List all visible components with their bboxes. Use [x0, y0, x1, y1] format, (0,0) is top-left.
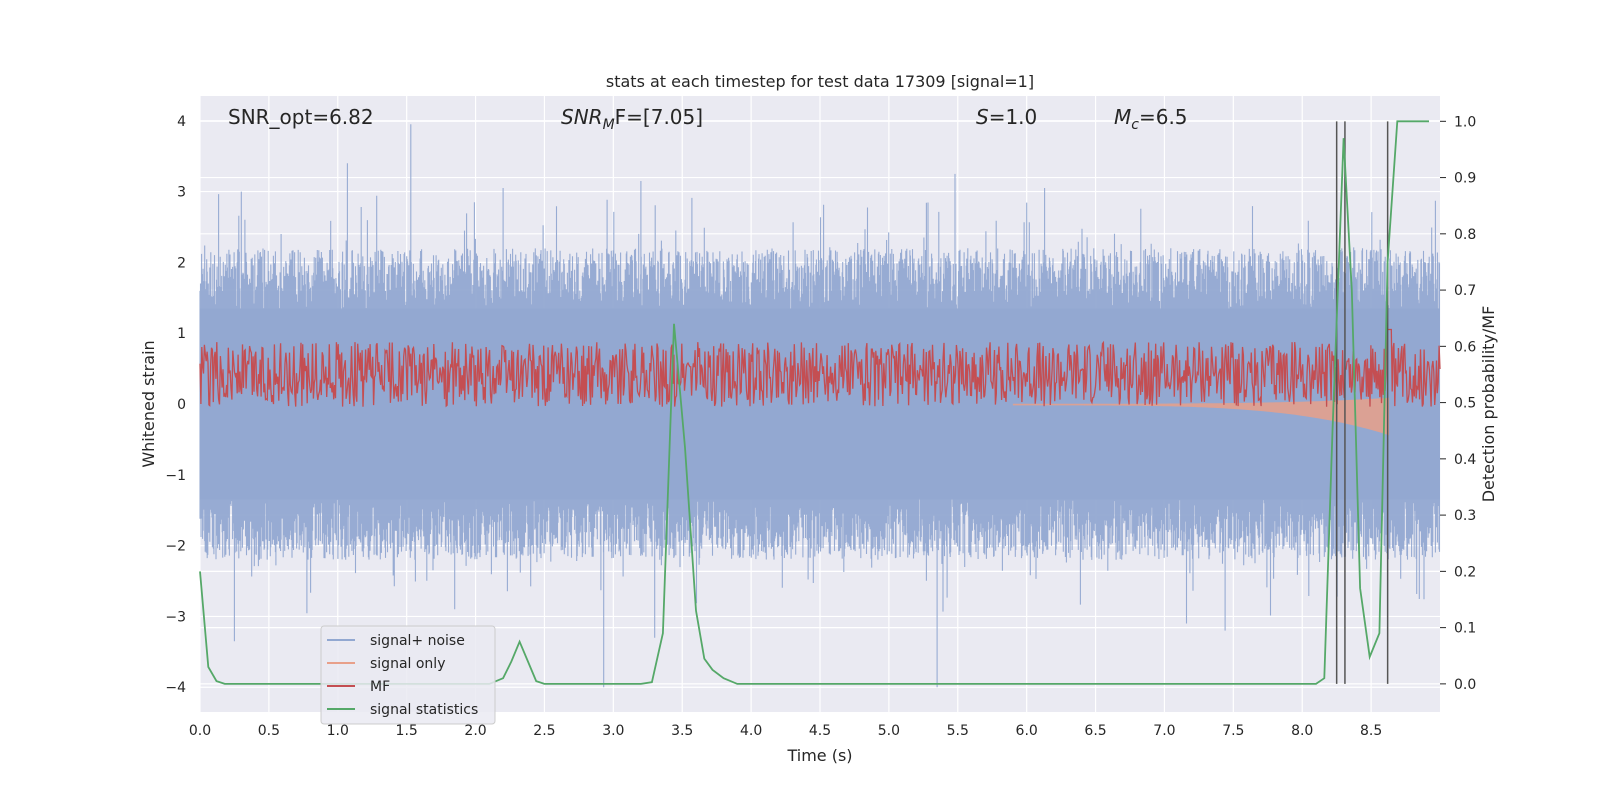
- x-axis-ticks: 0.0 0.5 1.0 1.5 2.0 2.5 3.0 3.5 4.0 4.5 5.0 5.5 6.0 6…: [189, 723, 1382, 739]
- x-axis-label: Time (s): [786, 746, 852, 765]
- y-tick-label: −3: [165, 609, 186, 625]
- y2-tick-label: 0.6: [1454, 339, 1476, 355]
- x-tick-label: 2.5: [533, 723, 555, 739]
- annotation-s-value: =1.0: [989, 105, 1038, 129]
- y2-tick-label: 0.8: [1454, 227, 1476, 243]
- x-tick-label: 1.5: [396, 723, 418, 739]
- y2-tick-label: 1.0: [1454, 114, 1476, 130]
- annotation-mc-sub: c: [1131, 117, 1139, 133]
- vertical-markers: [1335, 121, 1389, 684]
- y2-tick-label: 0.5: [1454, 396, 1476, 412]
- x-tick-label: 6.0: [1016, 723, 1038, 739]
- y2-tick-label: 0.3: [1454, 508, 1476, 524]
- y-tick-label: 2: [177, 255, 186, 271]
- y-tick-label: 1: [177, 326, 186, 342]
- annotation-snr-opt: SNR_opt=6.82: [228, 105, 374, 129]
- legend-label-signal-statistics: signal statistics: [370, 702, 478, 718]
- chart-title: stats at each timestep for test data 173…: [606, 72, 1034, 91]
- y-tick-label: −4: [165, 680, 186, 696]
- annotation-snr-mf: SNRMF=[7.05]: [561, 105, 703, 133]
- x-tick-label: 8.0: [1291, 723, 1313, 739]
- x-tick-label: 8.5: [1360, 723, 1382, 739]
- y2-tick-label: 0.2: [1454, 564, 1476, 580]
- x-tick-label: 4.5: [809, 723, 831, 739]
- legend-box: [320, 625, 496, 725]
- x-tick-label: 4.0: [740, 723, 762, 739]
- y2-tick-label: 0.1: [1454, 621, 1476, 637]
- x-tick-label: 3.5: [671, 723, 693, 739]
- x-tick-label: 7.5: [1222, 723, 1244, 739]
- signal-noise-line: [199, 124, 1441, 688]
- x-tick-label: 5.0: [878, 723, 900, 739]
- x-tick-label: 6.5: [1084, 723, 1106, 739]
- y-tick-label: −1: [165, 468, 186, 484]
- annotation-mc-prefix: M: [1114, 105, 1131, 129]
- legend-label-mf: MF: [370, 679, 390, 695]
- annotation-s-prefix: S: [976, 105, 989, 129]
- mf-series: [199, 328, 1441, 408]
- annotation-mc-value: =6.5: [1139, 105, 1188, 129]
- annotation-snr-mf-suffix: F=[7.05]: [615, 105, 703, 129]
- x-tick-label: 5.5: [947, 723, 969, 739]
- y-axis-ticks: 4 3 2 1 0 −1 −2 −3 −4: [165, 114, 186, 696]
- y-tick-label: 0: [177, 397, 186, 413]
- x-tick-label: 7.0: [1153, 723, 1175, 739]
- y2-tick-label: 0.9: [1454, 171, 1476, 187]
- y2-axis-ticks: 1.0 0.9 0.8 0.7 0.6 0.5 0.4 0.3 0.2 0.1 0.0: [1440, 114, 1476, 693]
- y2-tick-label: 0.0: [1454, 677, 1476, 693]
- y-tick-label: −2: [165, 539, 186, 555]
- annotation-snr-mf-prefix: SNR: [561, 105, 603, 129]
- signal-only-chirp: [1012, 397, 1389, 436]
- y2-tick-label: 0.7: [1454, 283, 1476, 299]
- y-axis-label: Whitened strain: [139, 340, 158, 467]
- legend: signal+ noise signal only MF signal stat…: [320, 625, 496, 725]
- annotation-mc: Mc=6.5: [1114, 105, 1188, 133]
- legend-label-signal-noise: signal+ noise: [370, 633, 465, 649]
- x-tick-label: 0.5: [258, 723, 280, 739]
- annotation-snr-mf-sub: M: [603, 117, 615, 133]
- y-tick-label: 3: [177, 185, 186, 201]
- x-tick-label: 3.0: [602, 723, 624, 739]
- x-tick-label: 1.0: [327, 723, 349, 739]
- legend-label-signal-only: signal only: [370, 656, 445, 672]
- y2-axis-label: Detection probability/MF: [1479, 306, 1498, 503]
- y2-tick-label: 0.4: [1454, 452, 1476, 468]
- signal-only-series: [1012, 397, 1389, 436]
- x-tick-label: 0.0: [189, 723, 211, 739]
- x-tick-label: 2.0: [464, 723, 486, 739]
- mf-line: [199, 328, 1441, 408]
- y-tick-label: 4: [177, 114, 186, 130]
- annotation-s: S=1.0: [976, 105, 1037, 129]
